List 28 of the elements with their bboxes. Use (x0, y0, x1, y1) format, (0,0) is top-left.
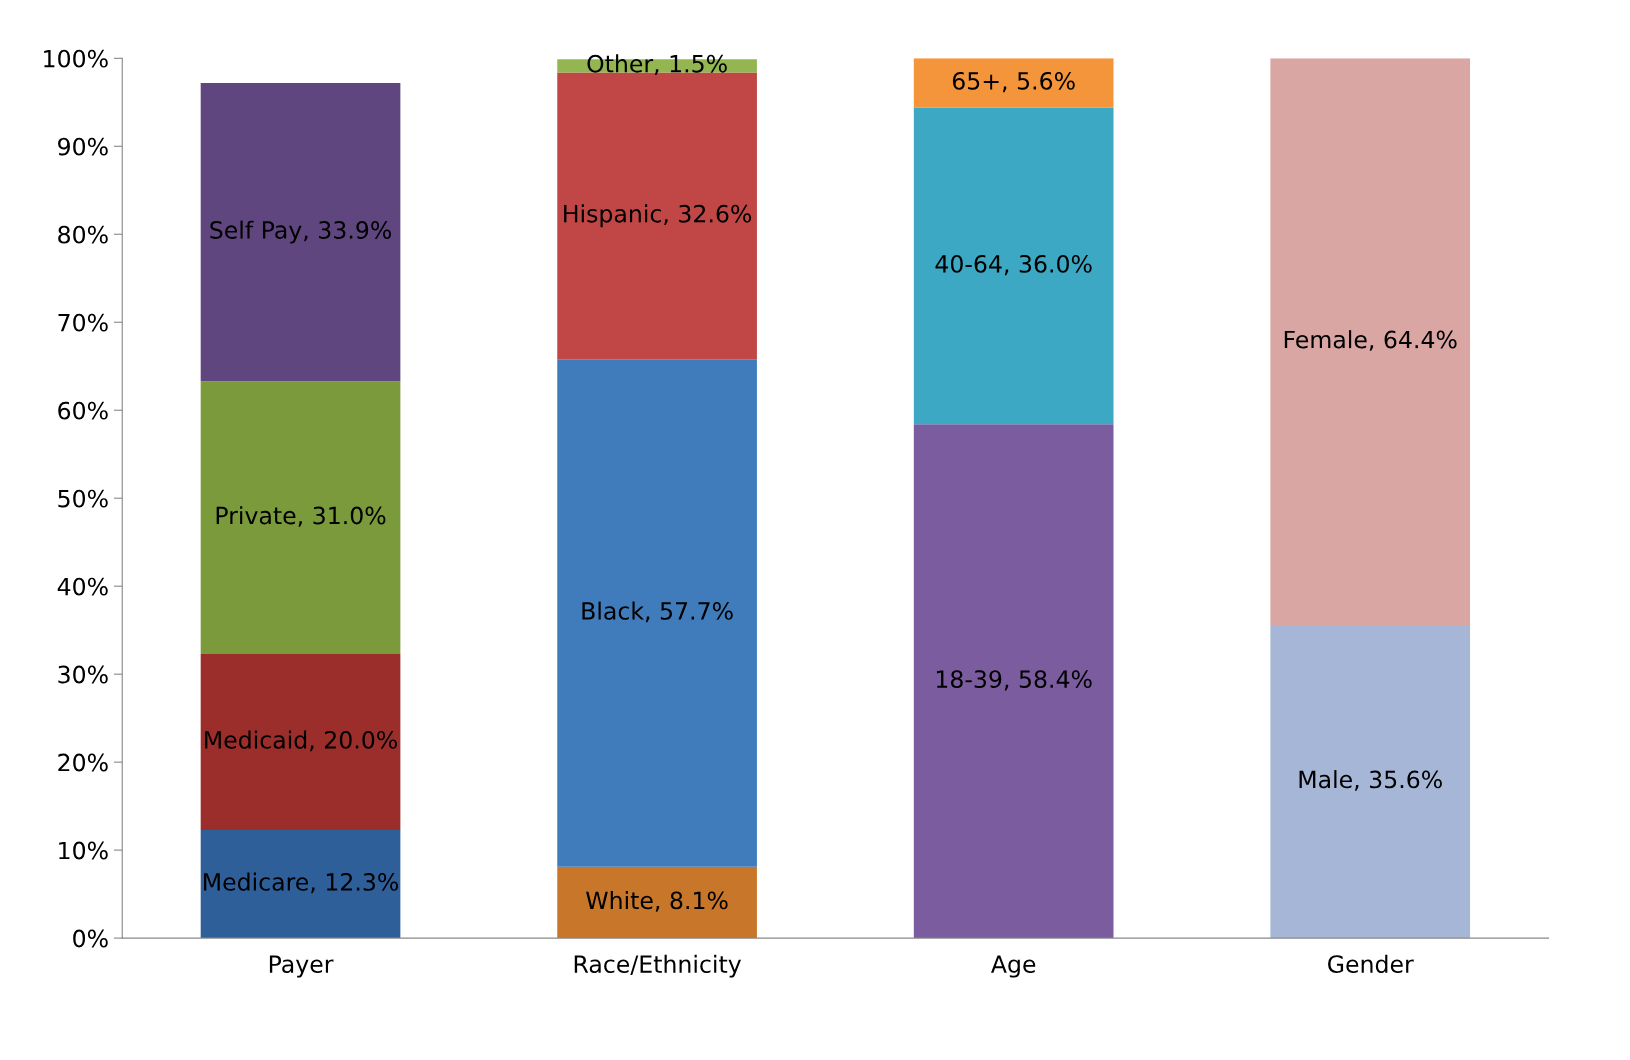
data-label: Male, 35.6% (1299, 770, 1442, 791)
y-tick-label: 0% (73, 929, 108, 948)
y-tick-label: 60% (58, 401, 108, 420)
y-tick-label: 20% (58, 753, 108, 772)
y-tick-label: 40% (57, 577, 108, 596)
y-tick-label: 80% (58, 225, 108, 244)
data-label: Medicaid, 20.0% (205, 730, 397, 752)
y-tick-label: 30% (58, 665, 108, 684)
x-tick-label: Age (991, 955, 1036, 978)
data-label: Black, 57.7% (582, 601, 733, 623)
x-tick-label: Payer (269, 955, 334, 978)
data-label: 40-64, 36.0% (935, 254, 1092, 276)
x-tick-label: Gender (1328, 954, 1414, 974)
data-label: 18-39, 58.4% (936, 670, 1092, 691)
data-label: Self Pay, 33.9% (210, 220, 391, 244)
data-label: Private, 31.0% (216, 506, 386, 527)
y-tick-label: 90% (58, 137, 108, 156)
data-label: 65+, 5.6% (952, 71, 1075, 93)
data-label: Other, 1.5% (587, 54, 727, 76)
y-tick-label: 50% (58, 489, 108, 508)
data-label: Hispanic, 32.6% (564, 204, 752, 228)
data-label: Medicare, 12.3% (204, 872, 399, 894)
y-tick-label: 10% (59, 841, 108, 860)
data-label: White, 8.1% (586, 891, 728, 912)
y-tick-label: 100% (44, 49, 108, 68)
y-tick-label: 70% (58, 313, 108, 332)
data-label: Female, 64.4% (1284, 330, 1457, 351)
x-tick-label: Race/Ethnicity (574, 954, 742, 978)
